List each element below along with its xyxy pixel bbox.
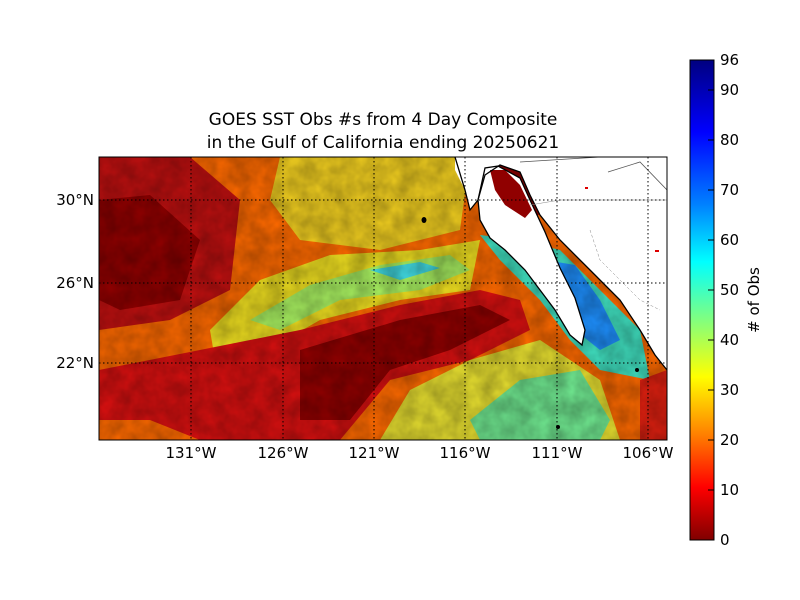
map-gridlines bbox=[99, 157, 667, 440]
lat-tick-labels: 30°N 26°N 22°N bbox=[56, 191, 94, 372]
lon-label-121w: 121°W bbox=[349, 444, 400, 462]
lat-label-30n: 30°N bbox=[56, 191, 94, 209]
lat-label-22n: 22°N bbox=[56, 354, 94, 372]
colorbar-ticks bbox=[708, 59, 714, 541]
colorbar-label: # of Obs bbox=[745, 267, 763, 333]
lon-label-126w: 126°W bbox=[258, 444, 309, 462]
colorbar bbox=[689, 59, 715, 541]
cb-tick-60: 60 bbox=[720, 231, 739, 249]
cb-tick-50: 50 bbox=[720, 281, 739, 299]
lon-label-106w: 106°W bbox=[623, 444, 674, 462]
lat-label-26n: 26°N bbox=[56, 274, 94, 292]
cb-tick-20: 20 bbox=[720, 431, 739, 449]
colorbar-tick-labels: 96 90 80 70 60 50 40 30 20 10 0 bbox=[720, 51, 739, 549]
chart-title-line-2: in the Gulf of California ending 2025062… bbox=[206, 133, 560, 153]
lon-label-131w: 131°W bbox=[166, 444, 217, 462]
cb-tick-30: 30 bbox=[720, 381, 739, 399]
cb-tick-70: 70 bbox=[720, 181, 739, 199]
map-frame bbox=[98, 156, 668, 441]
cb-tick-10: 10 bbox=[720, 481, 739, 499]
lon-label-111w: 111°W bbox=[532, 444, 583, 462]
cb-tick-96: 96 bbox=[720, 51, 739, 69]
cb-tick-90: 90 bbox=[720, 81, 739, 99]
lon-tick-labels: 131°W 126°W 121°W 116°W 111°W 106°W bbox=[166, 444, 674, 462]
sst-obs-field bbox=[99, 157, 667, 440]
cb-tick-0: 0 bbox=[720, 531, 730, 549]
lon-label-116w: 116°W bbox=[440, 444, 491, 462]
chart-title-line-1: GOES SST Obs #s from 4 Day Composite bbox=[208, 110, 558, 130]
cb-tick-80: 80 bbox=[720, 131, 739, 149]
cb-tick-40: 40 bbox=[720, 331, 739, 349]
